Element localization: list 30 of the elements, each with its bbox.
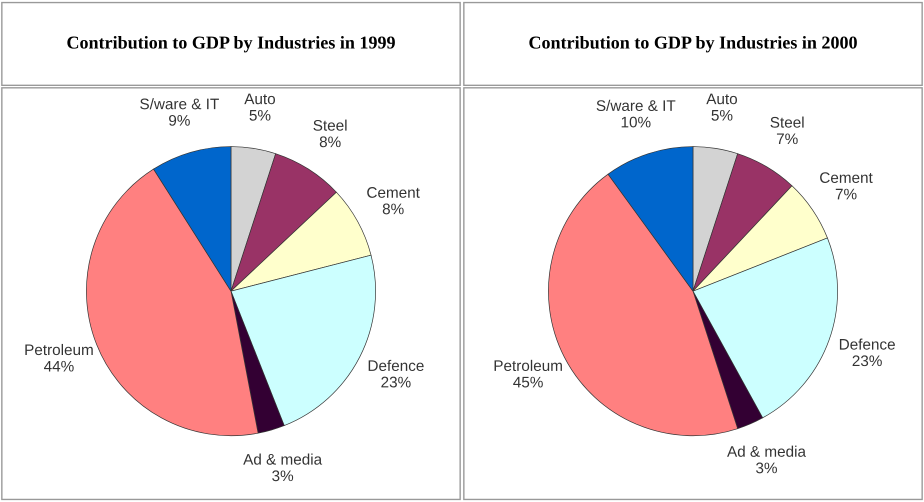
data-label: 7% <box>836 188 857 200</box>
slice-label: Auto <box>706 94 738 104</box>
data-label: 3% <box>756 462 777 474</box>
chart-title: Contribution to GDP by Industries in 1999 <box>67 36 395 52</box>
slice-label: Cement <box>367 187 420 198</box>
data-label: 3% <box>272 470 294 482</box>
data-label: 44% <box>44 360 74 372</box>
data-label: 10% <box>622 116 651 128</box>
data-label: 9% <box>169 114 190 126</box>
data-label: 23% <box>381 376 411 388</box>
slice-label: Defence <box>368 360 424 372</box>
data-label: 5% <box>250 110 270 121</box>
data-label: 8% <box>320 136 341 148</box>
chart-title: Contribution to GDP by Industries in 2000 <box>529 36 857 52</box>
slice-label: Cement <box>820 172 873 184</box>
slice-label: Auto <box>244 94 276 104</box>
slice-label: Ad & media <box>243 454 322 465</box>
slice-label: Steel <box>313 120 347 131</box>
data-label: 5% <box>712 110 732 121</box>
data-label: 8% <box>382 204 404 214</box>
slice-label: Petroleum <box>494 360 562 372</box>
slice-label: Ad & media <box>727 446 806 457</box>
slice-label: Steel <box>770 116 804 128</box>
data-label: 23% <box>852 355 882 366</box>
slice-label: Defence <box>840 338 895 350</box>
data-label: 7% <box>776 133 798 144</box>
slice-label: Petroleum <box>25 344 93 356</box>
slice-label: S/ware & IT <box>140 98 219 110</box>
slice-label: S/ware & IT <box>596 100 676 112</box>
data-label: 45% <box>513 376 543 388</box>
